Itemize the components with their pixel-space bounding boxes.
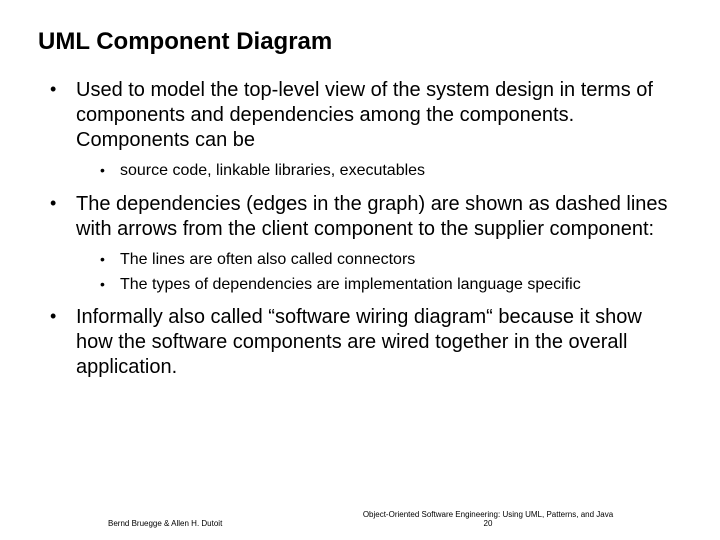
bullet-level1: Used to model the top-level view of the … <box>48 78 680 153</box>
bullet-text: source code, linkable libraries, executa… <box>120 162 425 179</box>
footer-authors: Bernd Bruegge & Allen H. Dutoit <box>108 519 222 528</box>
footer-page-number: 20 <box>484 519 493 528</box>
bullet-level2: source code, linkable libraries, executa… <box>100 161 680 182</box>
slide: UML Component Diagram Used to model the … <box>0 0 720 540</box>
bullet-text: The dependencies (edges in the graph) ar… <box>76 193 668 240</box>
bullet-text: The types of dependencies are implementa… <box>120 276 581 293</box>
sub-bullet-list: The lines are often also called connecto… <box>40 250 680 296</box>
footer-book: Object-Oriented Software Engineering: Us… <box>348 510 628 528</box>
slide-title: UML Component Diagram <box>38 28 680 56</box>
bullet-list: Used to model the top-level view of the … <box>40 78 680 153</box>
bullet-list: The dependencies (edges in the graph) ar… <box>40 192 680 242</box>
sub-bullet-list: source code, linkable libraries, executa… <box>40 161 680 182</box>
footer-book-title: Object-Oriented Software Engineering: Us… <box>363 510 613 519</box>
bullet-list: Informally also called “software wiring … <box>40 305 680 380</box>
bullet-level2: The types of dependencies are implementa… <box>100 275 680 296</box>
bullet-level2: The lines are often also called connecto… <box>100 250 680 271</box>
bullet-level1: The dependencies (edges in the graph) ar… <box>48 192 680 242</box>
bullet-text: Informally also called “software wiring … <box>76 306 642 378</box>
bullet-text: The lines are often also called connecto… <box>120 251 415 268</box>
bullet-level1: Informally also called “software wiring … <box>48 305 680 380</box>
bullet-text: Used to model the top-level view of the … <box>76 79 653 151</box>
